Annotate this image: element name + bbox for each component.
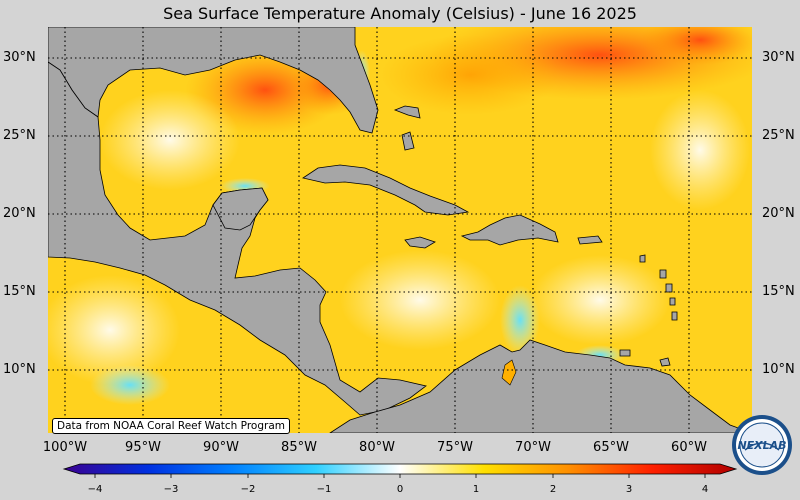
bahamas-islands (393, 105, 421, 151)
land-masses (48, 27, 752, 433)
lon-label-60w: 60°W (671, 440, 707, 455)
lon-label-100w: 100°W (42, 440, 88, 455)
map-title: Sea Surface Temperature Anomaly (Celsius… (163, 4, 637, 23)
colorbar-tick-neg3: −3 (163, 484, 179, 495)
mexico-central-america-land (48, 61, 427, 416)
lon-label-95w: 95°W (125, 440, 161, 455)
lat-label-20n-right: 20°N (762, 206, 795, 221)
lon-label-85w: 85°W (281, 440, 317, 455)
lat-label-10n-left: 10°N (3, 362, 36, 377)
yucatan-peninsula-land (212, 187, 269, 231)
puerto-rico-land (577, 235, 603, 245)
lon-label-90w: 90°W (203, 440, 239, 455)
cuba-land (302, 164, 470, 216)
colorbar-tick-neg2: −2 (240, 484, 256, 495)
lat-label-10n-right: 10°N (762, 362, 795, 377)
lat-label-20n-left: 20°N (3, 206, 36, 221)
colorbar-tick-neg4: −4 (87, 484, 103, 495)
nexlab-logo: NEXLAB (732, 415, 792, 475)
lat-label-30n-left: 30°N (3, 50, 36, 65)
colorbar-tick-3: 3 (625, 484, 633, 495)
hispaniola-land (460, 214, 559, 246)
colorbar-tick-2: 2 (549, 484, 557, 495)
lon-label-70w: 70°W (515, 440, 551, 455)
lon-label-65w: 65°W (593, 440, 629, 455)
colorbar-tick-1: 1 (472, 484, 480, 495)
lat-label-15n-right: 15°N (762, 284, 795, 299)
lat-label-30n-right: 30°N (762, 50, 795, 65)
lat-label-15n-left: 15°N (3, 284, 36, 299)
jamaica-land (404, 236, 436, 249)
lon-label-75w: 75°W (437, 440, 473, 455)
data-credit-label: Data from NOAA Coral Reef Watch Program (52, 418, 290, 434)
lon-label-80w: 80°W (359, 440, 395, 455)
map-area (48, 27, 752, 433)
south-america-land (329, 339, 752, 433)
colorbar-tick-4: 4 (701, 484, 709, 495)
colorbar (62, 463, 738, 478)
lat-label-25n-right: 25°N (762, 128, 795, 143)
colorbar-tick-0: 0 (396, 484, 404, 495)
lat-label-25n-left: 25°N (3, 128, 36, 143)
lesser-antilles-islands (619, 254, 678, 367)
graticule (48, 27, 752, 433)
colorbar-tick-neg1: −1 (316, 484, 332, 495)
lake-maracaibo (501, 359, 517, 386)
logo-wordmark: NEXLAB (737, 439, 786, 452)
